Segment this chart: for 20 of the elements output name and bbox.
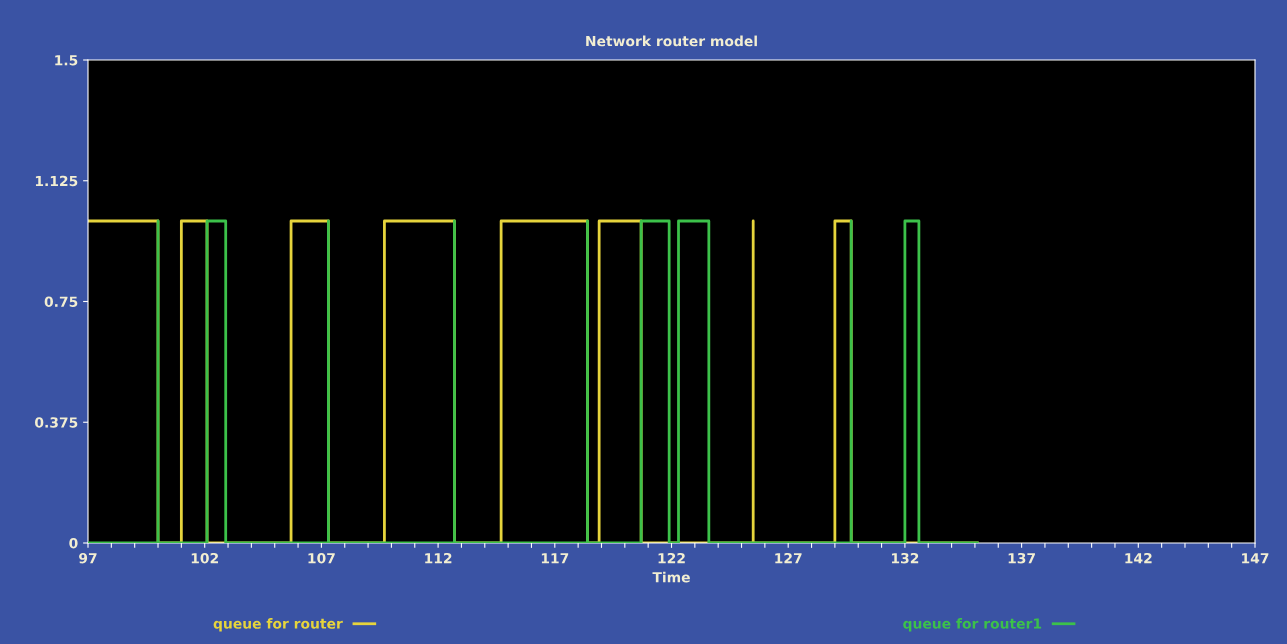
x-tick-label: 112 bbox=[425, 552, 452, 564]
chart-title: Network router model bbox=[586, 35, 757, 47]
y-tick-label: 0.375 bbox=[35, 417, 78, 428]
legend-label: queue for router1 bbox=[903, 618, 1042, 632]
x-tick-label: 127 bbox=[775, 552, 802, 564]
x-tick-label: 102 bbox=[191, 552, 218, 564]
x-tick-label: 132 bbox=[891, 552, 919, 564]
legend-label: queue for router bbox=[213, 618, 343, 632]
x-tick-label: 97 bbox=[79, 552, 97, 564]
x-tick-label: 147 bbox=[1242, 553, 1269, 564]
x-tick-label: 142 bbox=[1125, 552, 1152, 564]
y-tick-label: 1.5 bbox=[55, 55, 78, 66]
x-tick-label: 107 bbox=[308, 552, 335, 564]
y-tick-label: 0.75 bbox=[44, 296, 78, 307]
x-tick-label: 137 bbox=[1008, 552, 1035, 564]
x-axis-title: Time bbox=[652, 571, 690, 583]
y-tick-label: 0 bbox=[69, 537, 78, 549]
x-tick-label: 122 bbox=[658, 552, 685, 564]
y-tick-label: 1.125 bbox=[35, 175, 78, 187]
x-tick-label: 117 bbox=[541, 553, 569, 564]
